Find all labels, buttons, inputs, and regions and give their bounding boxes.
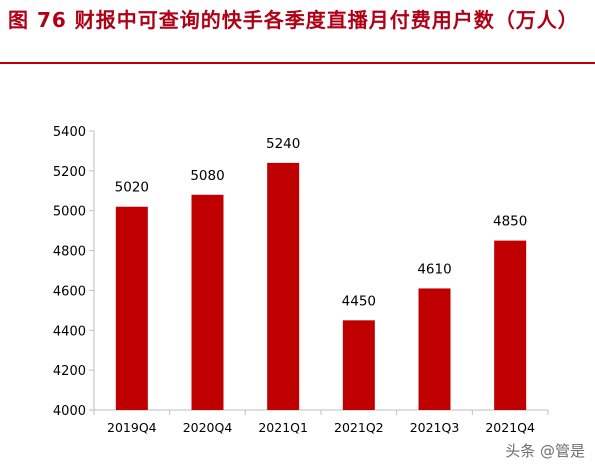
bar: [342, 320, 375, 410]
data-label: 5080: [190, 168, 224, 184]
x-tick-label: 2021Q3: [410, 420, 460, 435]
y-tick-label: 4000: [53, 404, 86, 419]
data-label: 5020: [115, 180, 149, 196]
y-axis: 4000 4200 4400 4600 4800 5000 5200 5400: [53, 125, 95, 419]
y-tick-label: 4200: [53, 364, 86, 379]
data-labels: 5020 5080 5240 4450 4610 4850: [115, 136, 528, 309]
y-tick-label: 5400: [53, 125, 86, 140]
bar: [191, 194, 224, 410]
data-label: 4850: [493, 214, 527, 230]
bar: [115, 206, 148, 410]
y-tick-label: 4400: [53, 324, 86, 339]
y-tick-label: 5000: [53, 205, 86, 220]
x-tick-label: 2021Q1: [258, 420, 308, 435]
y-tick-label: 4600: [53, 284, 86, 299]
data-label: 4610: [417, 261, 451, 277]
y-tick-label: 4800: [53, 245, 86, 260]
x-tick-label: 2021Q4: [485, 420, 535, 435]
bars: [115, 162, 527, 410]
watermark-text: 头条 @管是: [505, 442, 585, 460]
x-tick-label: 2021Q2: [334, 420, 384, 435]
x-tick-label: 2020Q4: [183, 420, 233, 435]
bar: [494, 240, 527, 410]
data-label: 5240: [266, 136, 300, 152]
data-label: 4450: [342, 293, 376, 309]
chart-title: 图 76 财报中可查询的快手各季度直播月付费用户数（万人）: [8, 8, 579, 32]
bar: [267, 162, 300, 410]
x-tick-label: 2019Q4: [107, 420, 157, 435]
bar: [418, 288, 451, 410]
y-tick-label: 5200: [53, 165, 86, 180]
title-divider: [0, 62, 595, 64]
x-axis: 2019Q4 2020Q4 2021Q1 2021Q2 2021Q3 2021Q4: [93, 409, 549, 435]
